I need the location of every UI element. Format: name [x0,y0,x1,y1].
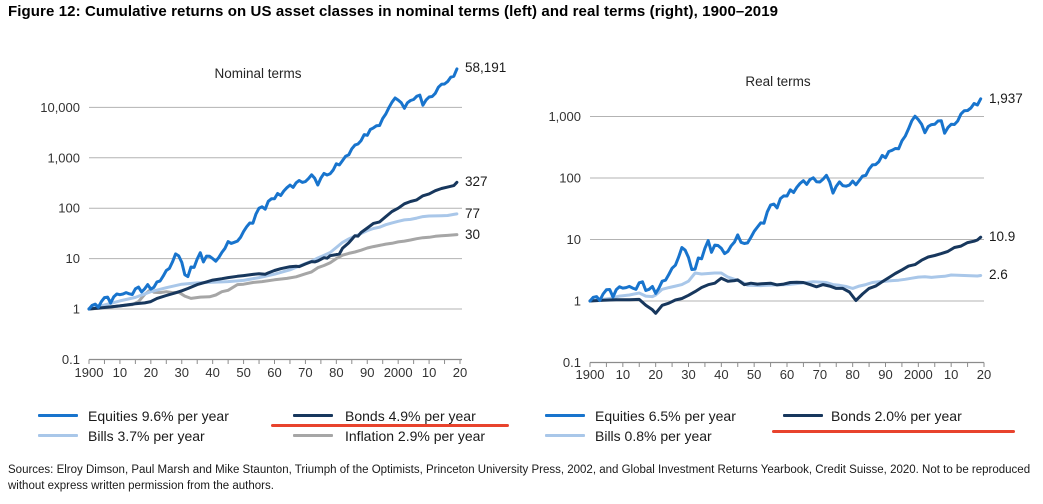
end-label-bonds-nominal: 327 [465,174,488,189]
y-tick-label: 100 [559,171,581,186]
x-tick-label: 40 [714,367,728,382]
figure-title: Figure 12: Cumulative returns on US asse… [8,3,779,20]
legend-label-bonds-nominal: Bonds 4.9% per year [345,408,476,424]
x-tick-label: 2000 [384,365,413,380]
legend-swatch-bonds-real [783,414,823,417]
legend-label-inflation-nominal: Inflation 2.9% per year [345,428,486,444]
x-tick-label: 70 [298,365,312,380]
x-tick-label: 70 [813,367,827,382]
y-tick-label: 0.1 [563,355,581,370]
x-tick-label: 30 [175,365,189,380]
end-label-inflation-nominal: 30 [465,227,481,242]
y-tick-label: 0.1 [62,352,80,367]
red-underline-bonds-nominal [271,424,509,427]
x-tick-label: 10 [944,367,958,382]
x-tick-label: 50 [747,367,761,382]
source-note: Sources: Elroy Dimson, Paul Marsh and Mi… [8,464,1031,492]
series-line-bonds-nominal [87,180,459,311]
y-tick-label: 10 [567,232,581,247]
legend-swatch-equities-nominal [38,414,78,417]
y-tick-label: 1,000 [548,109,581,124]
x-tick-label: 90 [878,367,892,382]
x-tick-label: 2000 [904,367,933,382]
x-tick-label: 10 [422,365,436,380]
y-tick-label: 1 [574,294,581,309]
x-tick-label: 10 [616,367,630,382]
x-tick-label: 20 [453,365,467,380]
x-tick-label: 90 [360,365,374,380]
chart-title-nominal: Nominal terms [214,66,302,81]
y-tick-label: 1,000 [47,150,80,165]
x-tick-label: 40 [205,365,219,380]
y-tick-label: 10 [66,251,80,266]
legend-label-equities-real: Equities 6.5% per year [595,408,736,424]
red-underline-bonds-real [772,430,1015,433]
x-tick-label: 20 [648,367,662,382]
legend-swatch-bills-nominal [38,434,78,437]
x-tick-label: 30 [681,367,695,382]
series-line-bills-real [588,271,983,303]
legend-swatch-equities-real [545,414,585,417]
y-tick-label: 100 [58,201,80,216]
series-line-inflation-nominal [87,233,459,311]
x-tick-label: 20 [977,367,991,382]
legend-label-bills-nominal: Bills 3.7% per year [88,428,205,444]
x-tick-label: 1900 [576,367,605,382]
x-tick-label: 80 [845,367,859,382]
y-tick-label: 10,000 [40,100,80,115]
end-label-equities-nominal: 58,191 [465,60,507,75]
legend-label-equities-nominal: Equities 9.6% per year [88,408,229,424]
x-tick-label: 50 [236,365,250,380]
series-line-equities-real [588,97,983,303]
legend-label-bonds-real: Bonds 2.0% per year [831,408,962,424]
y-tick-label: 1 [73,302,80,317]
legend-label-bills-real: Bills 0.8% per year [595,428,712,444]
legend-swatch-bills-real [545,434,585,437]
x-tick-label: 10 [113,365,127,380]
end-label-bills-nominal: 77 [465,206,481,221]
x-tick-label: 60 [780,367,794,382]
x-tick-label: 60 [267,365,281,380]
chart-title-real: Real terms [745,74,811,89]
x-tick-label: 80 [329,365,343,380]
x-tick-label: 20 [144,365,158,380]
x-tick-label: 1900 [75,365,104,380]
end-label-equities-real: 1,937 [989,91,1023,106]
end-label-bonds-real: 10.9 [989,229,1016,244]
end-label-bills-real: 2.6 [989,267,1008,282]
series-line-bills-nominal [87,212,459,311]
legend-swatch-bonds-nominal [293,414,333,417]
series-line-bonds-real [588,235,983,315]
legend-swatch-inflation-nominal [293,434,333,437]
series-line-equities-nominal [87,67,459,311]
